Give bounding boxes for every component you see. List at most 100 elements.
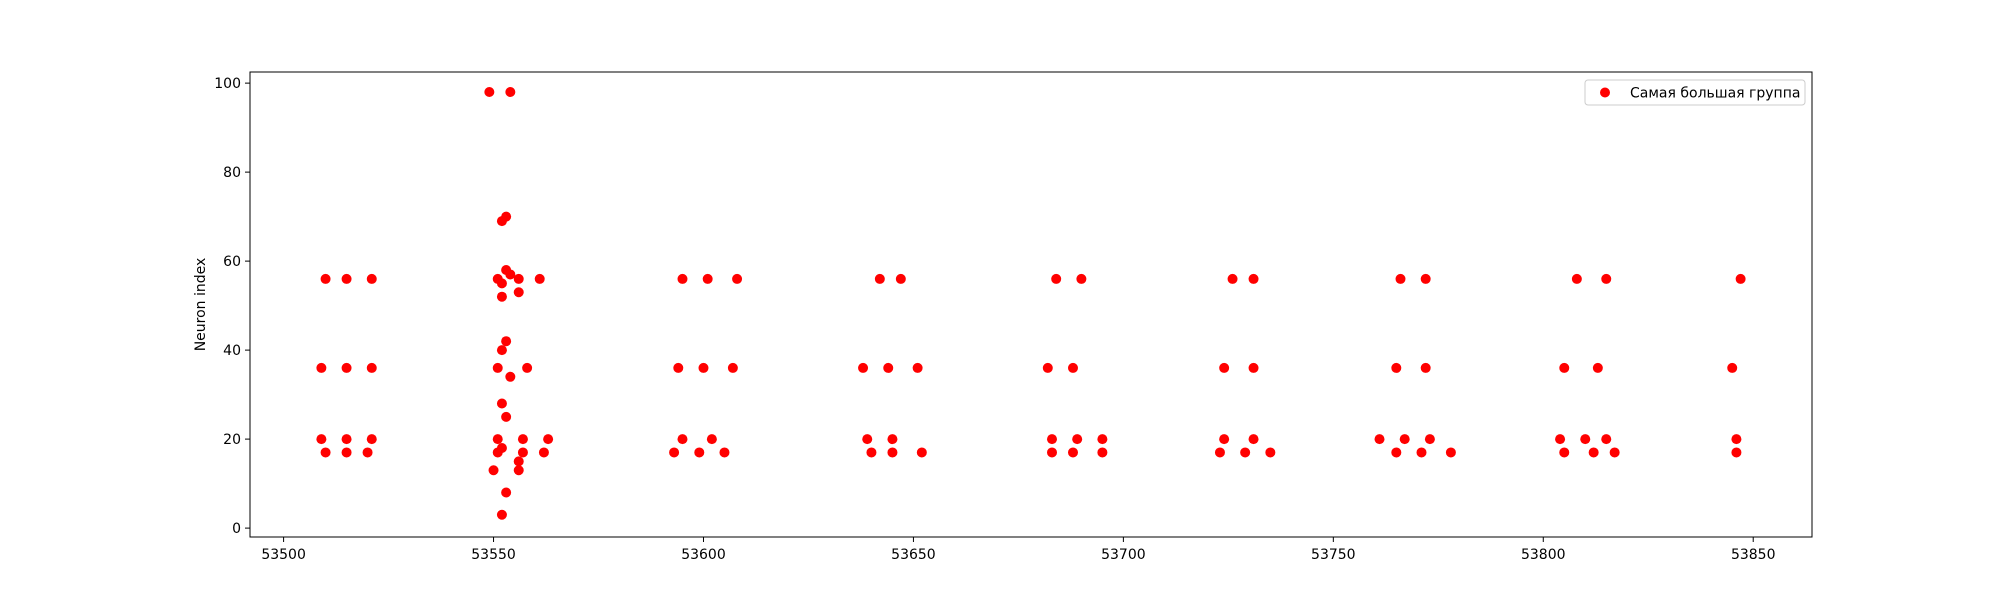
data-point xyxy=(719,447,730,458)
y-axis-label: Neuron index xyxy=(193,258,209,352)
data-point xyxy=(534,273,545,284)
data-point xyxy=(1592,362,1603,373)
data-point xyxy=(366,273,377,284)
data-point xyxy=(1391,362,1402,373)
data-point xyxy=(496,509,507,520)
data-point xyxy=(1265,447,1276,458)
x-tick-label: 53800 xyxy=(1521,547,1566,563)
data-point xyxy=(496,291,507,302)
data-point xyxy=(316,434,327,445)
data-point xyxy=(673,362,684,373)
x-tick-label: 53500 xyxy=(261,547,306,563)
data-point xyxy=(505,87,516,98)
data-point xyxy=(488,465,499,476)
data-point xyxy=(1420,362,1431,373)
data-point xyxy=(538,447,549,458)
data-point xyxy=(677,273,688,284)
data-point xyxy=(362,447,373,458)
data-point xyxy=(1076,273,1087,284)
data-point xyxy=(492,447,503,458)
data-point xyxy=(727,362,738,373)
data-point xyxy=(1601,434,1612,445)
data-point xyxy=(698,362,709,373)
plot-layer xyxy=(316,87,1746,520)
data-point xyxy=(916,447,927,458)
data-point xyxy=(732,273,743,284)
data-point xyxy=(543,434,554,445)
data-point xyxy=(1097,434,1108,445)
data-point xyxy=(513,465,524,476)
y-tick-label: 20 xyxy=(223,432,241,448)
data-point xyxy=(858,362,869,373)
data-point xyxy=(1571,273,1582,284)
data-point xyxy=(496,398,507,409)
x-tick-label: 53700 xyxy=(1101,547,1146,563)
data-point xyxy=(677,434,688,445)
data-point xyxy=(1731,434,1742,445)
data-point xyxy=(1559,447,1570,458)
data-point xyxy=(513,456,524,467)
data-point xyxy=(1395,273,1406,284)
data-point xyxy=(1240,447,1251,458)
data-point xyxy=(1424,434,1435,445)
x-tick-label: 53600 xyxy=(681,547,726,563)
data-point xyxy=(1580,434,1591,445)
y-tick-label: 100 xyxy=(214,76,241,92)
data-point xyxy=(341,447,352,458)
data-point xyxy=(320,273,331,284)
data-point xyxy=(1219,362,1230,373)
data-point xyxy=(1227,273,1238,284)
x-tick-label: 53550 xyxy=(471,547,516,563)
data-point xyxy=(341,434,352,445)
data-point xyxy=(517,447,528,458)
data-point xyxy=(505,371,516,382)
data-point xyxy=(501,411,512,422)
data-point xyxy=(1445,447,1456,458)
data-point xyxy=(1219,434,1230,445)
data-point xyxy=(1248,362,1259,373)
data-point xyxy=(341,362,352,373)
data-point xyxy=(513,273,524,284)
data-point xyxy=(1735,273,1746,284)
data-point xyxy=(517,434,528,445)
x-tick-label: 53850 xyxy=(1731,547,1776,563)
data-point xyxy=(866,447,877,458)
data-point xyxy=(1416,447,1427,458)
data-point xyxy=(366,434,377,445)
axes-frame xyxy=(249,71,1813,538)
data-point xyxy=(522,362,533,373)
data-point xyxy=(1559,362,1570,373)
x-tick-label: 53750 xyxy=(1311,547,1356,563)
data-point xyxy=(320,447,331,458)
data-point xyxy=(1051,273,1062,284)
data-point xyxy=(492,434,503,445)
data-point xyxy=(1046,434,1057,445)
data-point xyxy=(1097,447,1108,458)
data-point xyxy=(1399,434,1410,445)
data-point xyxy=(505,269,516,280)
data-point xyxy=(862,434,873,445)
data-point xyxy=(874,273,885,284)
data-point xyxy=(501,336,512,347)
data-point xyxy=(1727,362,1738,373)
data-point xyxy=(1072,434,1083,445)
data-point xyxy=(883,362,894,373)
data-point xyxy=(1042,362,1053,373)
y-tick-label: 0 xyxy=(232,521,241,537)
data-point xyxy=(706,434,717,445)
data-point xyxy=(1420,273,1431,284)
data-point xyxy=(496,278,507,289)
legend-box xyxy=(1584,79,1806,106)
data-point xyxy=(484,87,495,98)
data-point xyxy=(1609,447,1620,458)
data-point xyxy=(513,287,524,298)
data-point xyxy=(1214,447,1225,458)
data-point xyxy=(496,216,507,227)
data-point xyxy=(887,434,898,445)
legend-label: Самая большая группа xyxy=(1630,86,1800,102)
x-tick-label: 53650 xyxy=(891,547,936,563)
y-tick-label: 60 xyxy=(223,254,241,270)
data-point xyxy=(887,447,898,458)
data-point xyxy=(316,362,327,373)
legend-marker xyxy=(1600,87,1610,98)
